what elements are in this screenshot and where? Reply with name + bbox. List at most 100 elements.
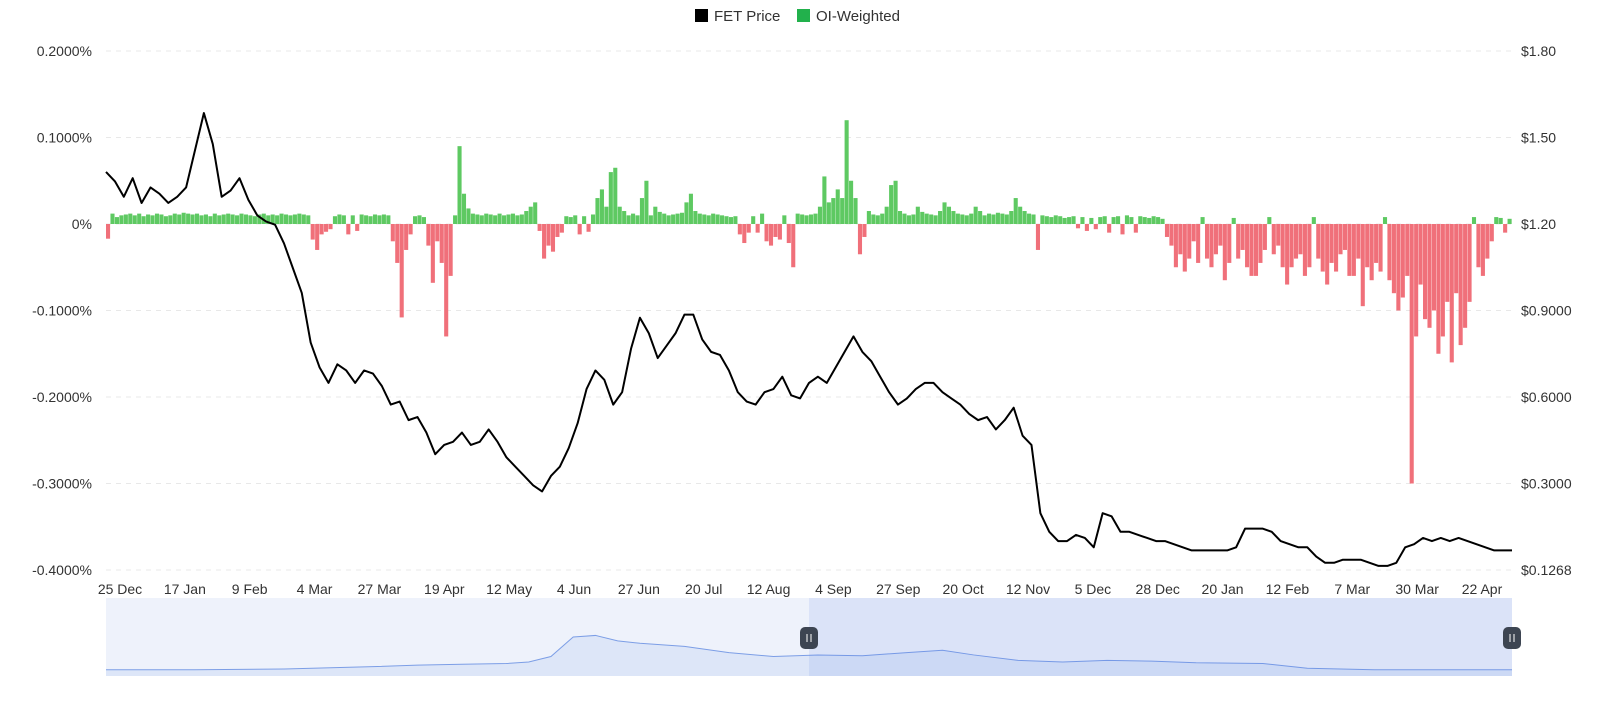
positive-bar — [1147, 217, 1152, 224]
positive-bar — [1102, 216, 1107, 224]
positive-bar — [466, 208, 471, 224]
x-tick-label: 17 Jan — [164, 581, 206, 597]
positive-bar — [604, 206, 609, 224]
range-navigator[interactable] — [106, 598, 1521, 676]
negative-bar — [1209, 224, 1214, 268]
positive-bar — [955, 213, 960, 224]
positive-bar — [875, 215, 880, 224]
x-tick-label: 27 Jun — [618, 581, 660, 597]
positive-bar — [564, 216, 569, 224]
positive-bar — [413, 216, 418, 224]
positive-bar — [880, 213, 885, 224]
legend-item-oi-weighted[interactable]: OI-Weighted — [797, 8, 900, 25]
x-tick-label: 27 Sep — [876, 581, 921, 597]
positive-bar — [1200, 217, 1205, 224]
navigator-right-handle-grip[interactable] — [1503, 627, 1521, 649]
positive-bar — [461, 193, 467, 224]
negative-bar — [1316, 224, 1321, 259]
legend-label-oi-weighted: OI-Weighted — [816, 8, 900, 25]
positive-bar — [662, 213, 667, 224]
x-tick-label: 25 Dec — [98, 581, 142, 597]
positive-bar — [252, 216, 257, 224]
positive-bar — [711, 213, 716, 224]
positive-bar — [795, 213, 800, 224]
navigator-right-handle[interactable] — [1503, 627, 1521, 649]
positive-bar — [706, 215, 711, 224]
positive-bar — [510, 213, 515, 224]
negative-bar — [777, 224, 782, 240]
positive-bar — [1062, 217, 1067, 224]
positive-bar — [590, 214, 596, 224]
legend-swatch-fet-price — [695, 9, 708, 22]
navigator-selection[interactable] — [809, 598, 1512, 676]
positive-bar — [377, 215, 382, 224]
positive-bar — [751, 216, 756, 224]
negative-bar — [1356, 224, 1361, 259]
positive-bar — [1058, 216, 1063, 224]
negative-bar — [1271, 224, 1276, 255]
positive-bar — [119, 215, 124, 224]
positive-bar — [893, 180, 898, 224]
positive-bar — [1022, 211, 1027, 224]
positive-bar — [1049, 217, 1054, 224]
positive-bar — [421, 217, 426, 224]
positive-bar — [728, 217, 733, 224]
positive-bar — [1031, 214, 1036, 224]
positive-bar — [679, 212, 685, 224]
positive-bar — [1156, 217, 1161, 224]
legend[interactable]: FET Price OI-Weighted — [695, 8, 900, 25]
positive-bar — [301, 214, 306, 224]
positive-bar — [203, 214, 208, 224]
positive-bar — [168, 215, 173, 224]
negative-bar — [1485, 224, 1490, 259]
positive-bar — [693, 211, 698, 224]
negative-bar — [1476, 224, 1481, 268]
negative-bar — [1431, 224, 1436, 311]
right-tick-label: $1.50 — [1521, 130, 1556, 146]
positive-bar — [809, 214, 814, 224]
positive-bar — [969, 213, 974, 224]
positive-bar — [1160, 218, 1165, 224]
negative-bar — [1293, 224, 1299, 259]
negative-bar — [315, 224, 320, 250]
positive-bar — [911, 214, 916, 224]
navigator-left-handle[interactable] — [800, 627, 818, 649]
left-tick-label: 0.2000% — [37, 43, 92, 59]
legend-label-fet-price: FET Price — [714, 8, 780, 25]
positive-bar — [372, 214, 378, 224]
positive-bar — [648, 215, 653, 224]
x-tick-label: 12 Nov — [1006, 581, 1050, 597]
positive-bar — [924, 213, 929, 224]
left-tick-label: 0.1000% — [37, 130, 92, 146]
positive-bar — [653, 206, 658, 224]
negative-bar — [550, 224, 556, 252]
negative-bar — [355, 224, 360, 231]
right-tick-label: $1.20 — [1521, 216, 1556, 232]
negative-bar — [1387, 224, 1392, 281]
negative-bar — [1262, 224, 1267, 250]
negative-bar — [435, 224, 440, 242]
positive-bar — [239, 213, 244, 224]
navigator-left-handle-grip[interactable] — [800, 627, 818, 649]
positive-bar — [902, 213, 907, 224]
positive-bar — [995, 212, 1000, 224]
negative-bar — [773, 224, 778, 237]
negative-bar — [310, 224, 315, 240]
positive-bar — [1129, 217, 1134, 224]
negative-bar — [1391, 224, 1396, 294]
negative-bar — [755, 224, 760, 233]
negative-bar — [791, 224, 796, 268]
legend-item-fet-price[interactable]: FET Price — [695, 8, 780, 25]
negative-bar — [1276, 224, 1281, 246]
negative-bar — [1240, 224, 1245, 250]
negative-bar — [1360, 224, 1365, 307]
positive-bar — [831, 198, 836, 224]
right-tick-label: $0.6000 — [1521, 389, 1572, 405]
negative-bar — [1164, 224, 1170, 237]
negative-bar — [1365, 224, 1370, 268]
positive-bar — [635, 215, 640, 224]
negative-bar — [1409, 224, 1414, 484]
negative-bar — [399, 224, 404, 318]
positive-bar — [1044, 216, 1049, 224]
